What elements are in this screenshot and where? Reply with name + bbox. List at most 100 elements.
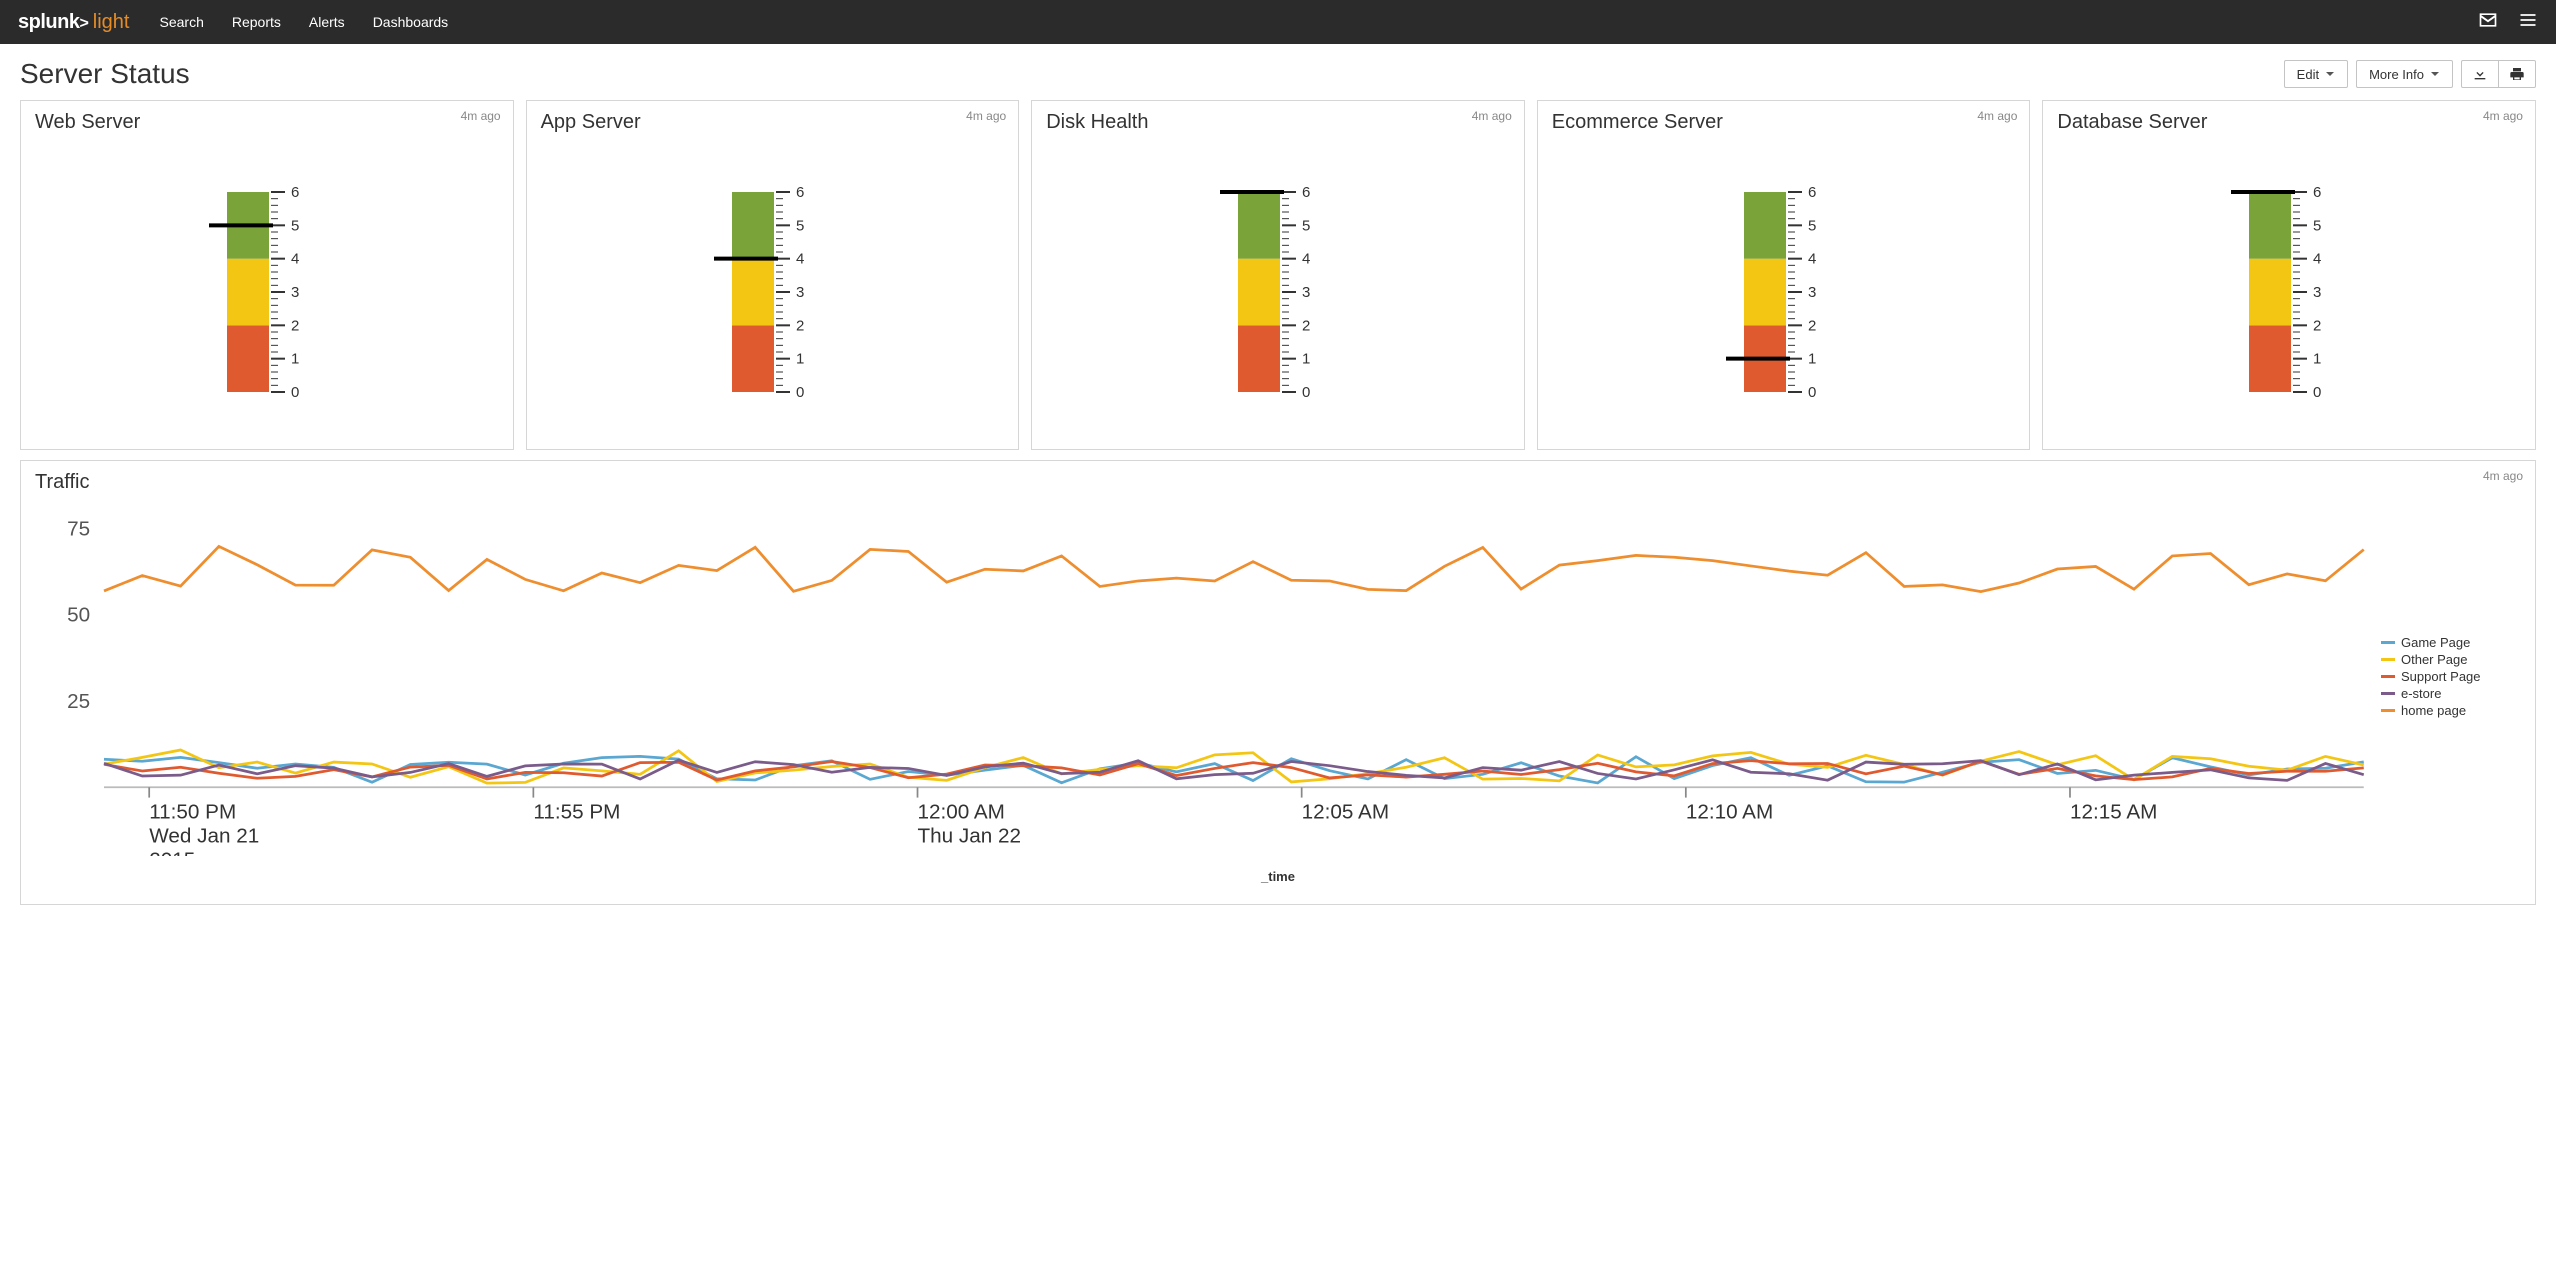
gauge-panel-time: 4m ago [1472, 109, 1512, 123]
svg-text:4: 4 [2313, 251, 2321, 268]
legend-label: Game Page [2401, 635, 2470, 650]
page-title: Server Status [20, 58, 190, 90]
svg-text:12:10 AM: 12:10 AM [1686, 800, 1773, 823]
nav-icons [2478, 10, 2538, 35]
svg-text:11:50 PM: 11:50 PM [149, 800, 236, 823]
svg-text:2: 2 [796, 317, 804, 334]
svg-text:2: 2 [291, 317, 299, 334]
svg-text:0: 0 [1808, 384, 1816, 401]
svg-text:2: 2 [1808, 317, 1816, 334]
legend-item[interactable]: Other Page [2381, 652, 2521, 667]
legend-item[interactable]: e-store [2381, 686, 2521, 701]
svg-text:4: 4 [1302, 251, 1310, 268]
svg-text:4: 4 [291, 251, 299, 268]
gauge: 0123456 [1552, 184, 2016, 404]
svg-text:11:55 PM: 11:55 PM [533, 800, 620, 823]
legend-item[interactable]: Support Page [2381, 669, 2521, 684]
page-header: Server Status Edit More Info [0, 44, 2556, 100]
download-button[interactable] [2461, 60, 2499, 88]
menu-icon[interactable] [2518, 10, 2538, 35]
download-icon [2472, 66, 2488, 82]
nav-links: Search Reports Alerts Dashboards [160, 14, 449, 30]
brand-text-a: splunk [18, 11, 79, 34]
traffic-panel-time: 4m ago [2483, 469, 2523, 483]
svg-text:Wed Jan 21: Wed Jan 21 [149, 824, 259, 847]
svg-text:1: 1 [2313, 351, 2321, 368]
svg-text:2: 2 [1302, 317, 1310, 334]
svg-text:3: 3 [291, 284, 299, 301]
edit-button[interactable]: Edit [2284, 60, 2348, 88]
svg-text:1: 1 [1302, 351, 1310, 368]
legend-swatch [2381, 675, 2395, 678]
svg-text:75: 75 [67, 517, 90, 540]
svg-text:0: 0 [1302, 384, 1310, 401]
gauge-panel-time: 4m ago [966, 109, 1006, 123]
gauge-panel: App Server4m ago 0 1 2 3 4 5 6 [526, 100, 1020, 450]
svg-text:50: 50 [67, 604, 90, 627]
svg-text:5: 5 [796, 217, 804, 234]
traffic-xaxis-label: _time [35, 869, 2521, 884]
svg-text:5: 5 [1808, 217, 1816, 234]
svg-text:6: 6 [291, 184, 299, 201]
legend-item[interactable]: Game Page [2381, 635, 2521, 650]
svg-text:1: 1 [291, 351, 299, 368]
print-button[interactable] [2499, 60, 2536, 88]
brand-text-b: light [93, 11, 130, 34]
legend-swatch [2381, 692, 2395, 695]
gauge-panel: Database Server4m ago0123456 [2042, 100, 2536, 450]
print-icon [2509, 66, 2525, 82]
legend-label: Support Page [2401, 669, 2481, 684]
svg-text:6: 6 [2313, 184, 2321, 201]
svg-text:12:00 AM: 12:00 AM [918, 800, 1005, 823]
svg-text:3: 3 [796, 284, 804, 301]
svg-text:1: 1 [796, 351, 804, 368]
gauge-panel: Web Server4m ago 0 1 2 3 4 5 6 [20, 100, 514, 450]
brand[interactable]: splunk> light [18, 11, 130, 34]
gauge: 0123456 [1046, 184, 1510, 404]
gauge-panel-title: Disk Health [1046, 111, 1510, 134]
gauge-panel-time: 4m ago [2483, 109, 2523, 123]
nav-link-dashboards[interactable]: Dashboards [373, 14, 449, 30]
svg-text:5: 5 [1302, 217, 1310, 234]
svg-text:4: 4 [1808, 251, 1816, 268]
header-buttons: Edit More Info [2284, 60, 2536, 88]
traffic-panel: Traffic 4m ago 25507511:50 PMWed Jan 212… [20, 460, 2536, 905]
svg-text:1: 1 [1808, 351, 1816, 368]
gauge: 0 1 2 3 4 5 6 [35, 184, 499, 404]
legend-label: home page [2401, 703, 2466, 718]
gauge-panel-title: Database Server [2057, 111, 2521, 134]
svg-text:6: 6 [1302, 184, 1310, 201]
svg-text:4: 4 [796, 251, 804, 268]
chevron-down-icon [2430, 69, 2440, 79]
svg-text:3: 3 [1808, 284, 1816, 301]
brand-caret: > [79, 15, 88, 33]
svg-text:2: 2 [2313, 317, 2321, 334]
legend-item[interactable]: home page [2381, 703, 2521, 718]
gauge-panel-title: App Server [541, 111, 1005, 134]
svg-text:3: 3 [2313, 284, 2321, 301]
svg-text:5: 5 [291, 217, 299, 234]
svg-text:5: 5 [2313, 217, 2321, 234]
gauge-panel-title: Web Server [35, 111, 499, 134]
legend-swatch [2381, 709, 2395, 712]
messages-icon[interactable] [2478, 10, 2498, 35]
nav-link-alerts[interactable]: Alerts [309, 14, 345, 30]
gauge: 0123456 [2057, 184, 2521, 404]
edit-button-label: Edit [2297, 67, 2319, 82]
gauge-panel-time: 4m ago [461, 109, 501, 123]
nav-link-search[interactable]: Search [160, 14, 204, 30]
svg-text:12:05 AM: 12:05 AM [1302, 800, 1389, 823]
svg-text:0: 0 [796, 384, 804, 401]
top-nav: splunk> light Search Reports Alerts Dash… [0, 0, 2556, 44]
legend-label: e-store [2401, 686, 2441, 701]
traffic-legend: Game Page Other Page Support Page e-store ho… [2381, 635, 2521, 720]
gauge-panel: Ecommerce Server4m ago0123456 [1537, 100, 2031, 450]
legend-swatch [2381, 641, 2395, 644]
svg-text:6: 6 [796, 184, 804, 201]
more-info-button[interactable]: More Info [2356, 60, 2453, 88]
svg-text:0: 0 [291, 384, 299, 401]
legend-swatch [2381, 658, 2395, 661]
traffic-panel-title: Traffic [35, 471, 2521, 494]
nav-link-reports[interactable]: Reports [232, 14, 281, 30]
gauge-panels-row: Web Server4m ago0123456App Server4m ago0… [0, 100, 2556, 450]
